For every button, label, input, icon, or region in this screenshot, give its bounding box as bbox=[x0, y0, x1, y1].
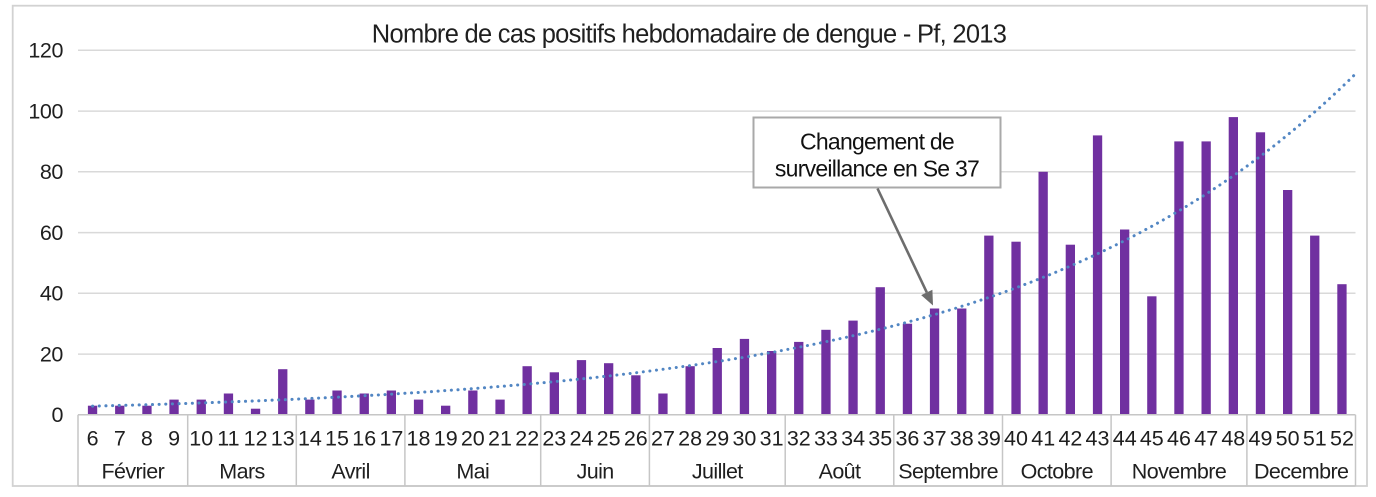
svg-text:31: 31 bbox=[760, 426, 784, 450]
svg-text:24: 24 bbox=[570, 426, 594, 450]
svg-text:21: 21 bbox=[488, 426, 512, 450]
svg-text:52: 52 bbox=[1330, 426, 1354, 450]
svg-text:Juin: Juin bbox=[577, 459, 614, 483]
svg-text:28: 28 bbox=[678, 426, 702, 450]
svg-text:16: 16 bbox=[352, 426, 376, 450]
svg-text:47: 47 bbox=[1194, 426, 1218, 450]
svg-text:46: 46 bbox=[1167, 426, 1191, 450]
svg-text:Avril: Avril bbox=[331, 459, 369, 483]
svg-text:18: 18 bbox=[407, 426, 431, 450]
svg-text:8: 8 bbox=[141, 426, 153, 450]
svg-text:45: 45 bbox=[1140, 426, 1164, 450]
svg-text:38: 38 bbox=[950, 426, 974, 450]
svg-text:Mars: Mars bbox=[219, 459, 264, 483]
svg-text:120: 120 bbox=[28, 39, 63, 63]
svg-text:25: 25 bbox=[597, 426, 621, 450]
svg-text:50: 50 bbox=[1276, 426, 1300, 450]
svg-text:44: 44 bbox=[1113, 426, 1137, 450]
svg-text:13: 13 bbox=[271, 426, 295, 450]
svg-text:48: 48 bbox=[1221, 426, 1245, 450]
svg-text:23: 23 bbox=[542, 426, 566, 450]
svg-text:36: 36 bbox=[895, 426, 919, 450]
svg-text:27: 27 bbox=[651, 426, 675, 450]
svg-text:Novembre: Novembre bbox=[1132, 459, 1226, 483]
svg-text:35: 35 bbox=[868, 426, 892, 450]
svg-text:43: 43 bbox=[1086, 426, 1110, 450]
svg-text:14: 14 bbox=[298, 426, 322, 450]
svg-text:Nombre de cas positifs hebdoma: Nombre de cas positifs hebdomadaire de d… bbox=[372, 21, 1007, 49]
svg-text:26: 26 bbox=[624, 426, 648, 450]
svg-text:0: 0 bbox=[51, 403, 63, 427]
svg-text:20: 20 bbox=[461, 426, 485, 450]
svg-text:41: 41 bbox=[1031, 426, 1055, 450]
svg-text:51: 51 bbox=[1303, 426, 1327, 450]
svg-text:22: 22 bbox=[515, 426, 539, 450]
svg-text:42: 42 bbox=[1058, 426, 1082, 450]
svg-text:surveillance en Se 37: surveillance en Se 37 bbox=[775, 155, 979, 181]
svg-text:49: 49 bbox=[1249, 426, 1273, 450]
svg-text:Juillet: Juillet bbox=[692, 459, 743, 483]
svg-text:Septembre: Septembre bbox=[898, 459, 998, 483]
svg-text:7: 7 bbox=[114, 426, 126, 450]
svg-text:Mai: Mai bbox=[456, 459, 489, 483]
svg-text:12: 12 bbox=[244, 426, 268, 450]
svg-text:Août: Août bbox=[819, 459, 861, 483]
svg-text:Decembre: Decembre bbox=[1254, 459, 1348, 483]
svg-text:Changement de: Changement de bbox=[800, 129, 954, 155]
svg-text:15: 15 bbox=[325, 426, 349, 450]
svg-text:20: 20 bbox=[40, 342, 64, 366]
svg-text:37: 37 bbox=[923, 426, 947, 450]
svg-text:9: 9 bbox=[168, 426, 180, 450]
svg-text:10: 10 bbox=[189, 426, 213, 450]
svg-text:80: 80 bbox=[40, 160, 64, 184]
svg-text:100: 100 bbox=[28, 99, 63, 123]
svg-text:29: 29 bbox=[705, 426, 729, 450]
svg-text:Février: Février bbox=[101, 459, 164, 483]
svg-text:33: 33 bbox=[814, 426, 838, 450]
svg-text:39: 39 bbox=[977, 426, 1001, 450]
svg-text:11: 11 bbox=[217, 426, 239, 450]
svg-text:17: 17 bbox=[379, 426, 403, 450]
svg-text:6: 6 bbox=[87, 426, 99, 450]
svg-text:34: 34 bbox=[841, 426, 865, 450]
svg-text:19: 19 bbox=[434, 426, 458, 450]
svg-text:32: 32 bbox=[787, 426, 811, 450]
svg-text:30: 30 bbox=[732, 426, 756, 450]
svg-text:60: 60 bbox=[40, 221, 64, 245]
svg-text:40: 40 bbox=[1004, 426, 1028, 450]
svg-text:Octobre: Octobre bbox=[1021, 459, 1093, 483]
svg-text:40: 40 bbox=[40, 282, 64, 306]
